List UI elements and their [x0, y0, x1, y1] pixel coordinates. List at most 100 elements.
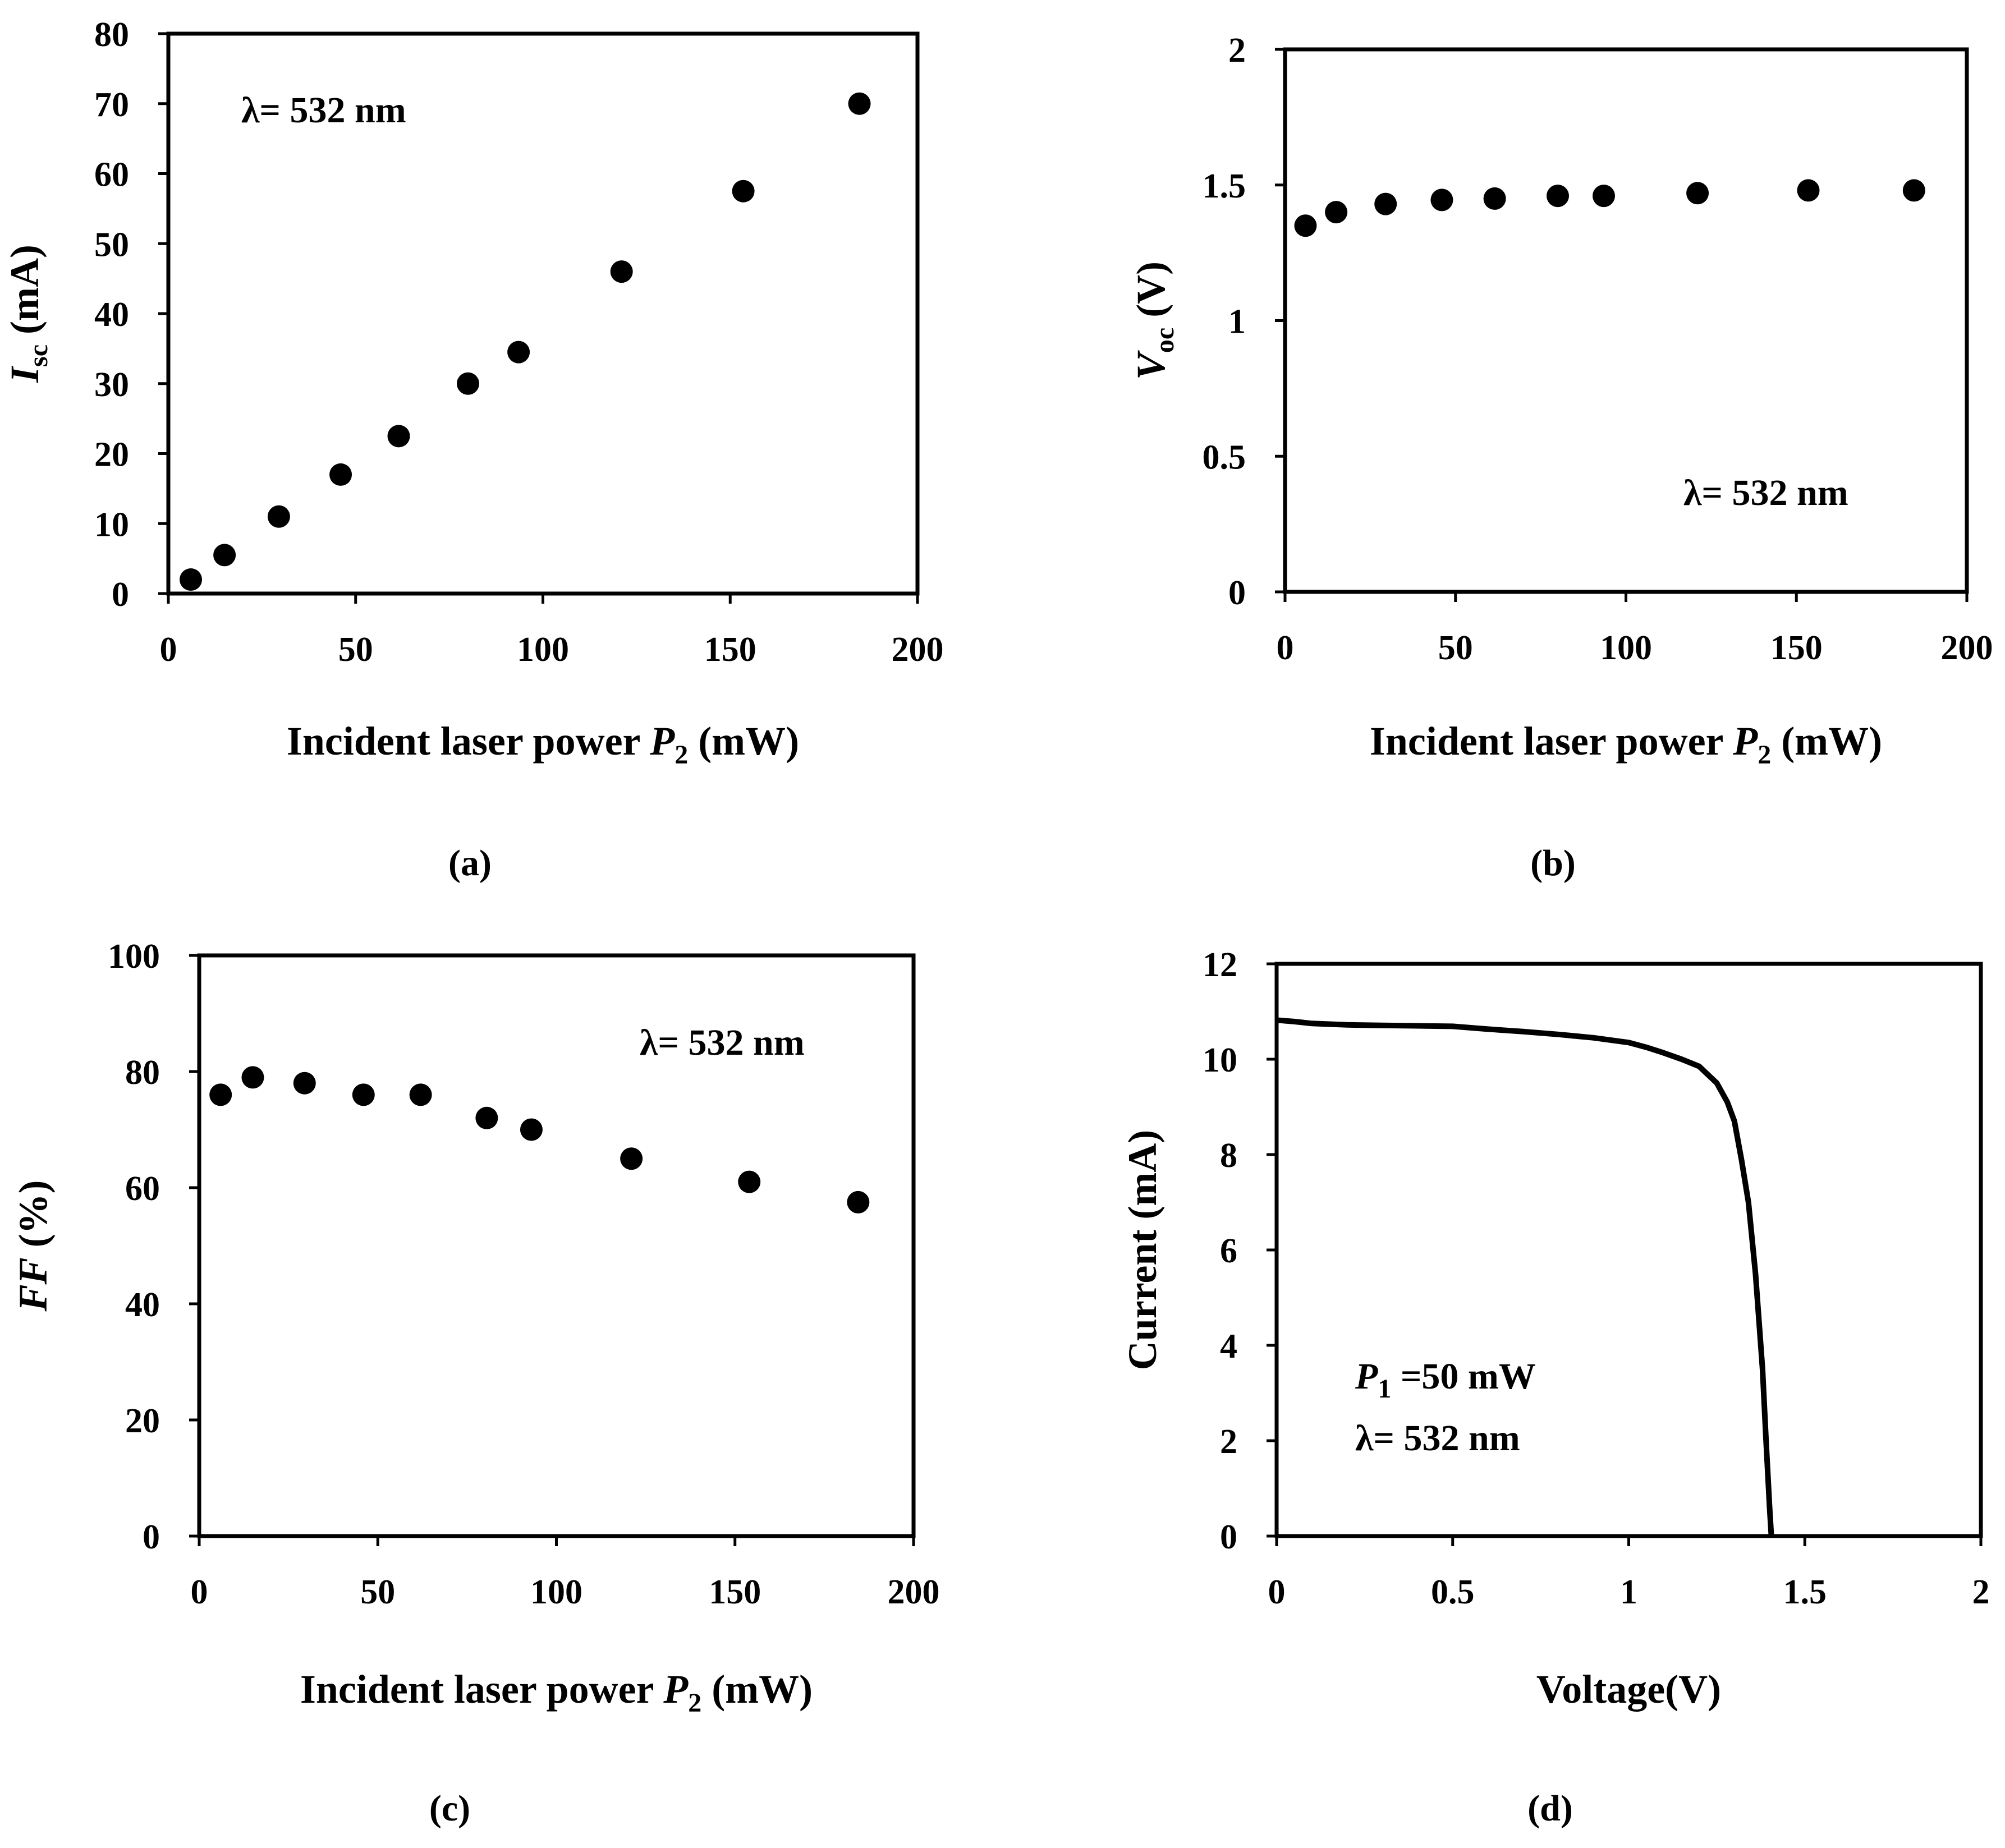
y-axis-label-var: FF: [11, 1257, 56, 1312]
x-axis-label-var: P: [663, 1667, 689, 1712]
annotation-text: =50 mW: [1391, 1356, 1536, 1397]
y-tick-label: 0: [112, 576, 129, 614]
annotation-line: λ= 532 nm: [640, 1022, 805, 1063]
y-tick-label: 0.5: [1203, 438, 1246, 476]
data-point: [507, 341, 530, 364]
x-tick-label: 200: [888, 1573, 940, 1611]
x-tick-label: 0: [1268, 1573, 1286, 1611]
annotation-line: λ= 532 nm: [1355, 1418, 1520, 1459]
x-axis-label: Incident laser power P2 (mW): [287, 719, 799, 770]
y-tick-label: 12: [1203, 946, 1237, 984]
y-tick-label: 20: [125, 1402, 160, 1440]
y-tick-label: 0: [1228, 574, 1246, 612]
annotation-var: P: [1355, 1356, 1378, 1397]
x-axis-label: Voltage(V): [1536, 1667, 1721, 1712]
x-tick-label: 0.5: [1431, 1573, 1475, 1611]
y-axis-label-sub: sc: [24, 344, 53, 367]
x-axis-label-unit: (mW): [688, 719, 799, 764]
x-tick-label: 50: [360, 1573, 395, 1611]
data-point: [1593, 185, 1616, 208]
chart-d: 0 0.5 1 1.5 2 0 2 4 6 8 10 12 Voltage(V) Current (mA)…: [1120, 946, 1990, 1829]
annotation-sub: 1: [1378, 1374, 1391, 1404]
data-point: [1797, 179, 1820, 202]
y-axis-label-var: I: [2, 365, 47, 383]
x-axis-label-text: Incident laser power: [287, 719, 650, 764]
x-tick-label: 1: [1620, 1573, 1637, 1611]
y-tick-label: 50: [94, 226, 129, 264]
x-tick-label: 50: [1438, 629, 1473, 667]
y-tick-label: 1.5: [1203, 167, 1246, 205]
y-tick-label: 10: [1203, 1041, 1237, 1079]
x-tick-label: 2: [1972, 1573, 1990, 1611]
data-point: [1294, 214, 1317, 237]
x-tick-label: 200: [892, 631, 944, 669]
x-axis-label-var: P: [1732, 719, 1758, 764]
y-tick-label: 80: [94, 16, 129, 54]
data-point: [293, 1072, 316, 1095]
x-tick-label: 150: [709, 1573, 761, 1611]
y-axis-label-unit: (V): [1128, 261, 1173, 328]
data-point: [610, 260, 633, 283]
x-axis-label-unit: (mW): [701, 1667, 813, 1712]
data-point: [241, 1066, 264, 1089]
x-axis-label-sub: 2: [1758, 740, 1771, 770]
y-axis-label: Current (mA): [1120, 1130, 1165, 1371]
annotation-text: λ= 532 nm: [241, 90, 406, 131]
data-point: [213, 544, 236, 567]
x-axis-label-var: P: [649, 719, 675, 764]
x-axis-label-text: Incident laser power: [1370, 719, 1733, 764]
panel-caption: (a): [448, 843, 492, 884]
data-point: [387, 425, 410, 448]
plot-frame: [1283, 47, 1969, 594]
x-axis-label-text: Incident laser power: [300, 1667, 663, 1712]
data-point: [352, 1083, 375, 1106]
y-tick-label: 4: [1220, 1327, 1237, 1366]
y-tick-label: 0: [1220, 1518, 1237, 1556]
y-tick-label: 2: [1228, 31, 1246, 70]
y-axis-label-unit: (mA): [2, 245, 47, 344]
plot-frame: [197, 953, 916, 1538]
x-tick-label: 100: [1600, 629, 1652, 667]
annotation-line: P1 =50 mW: [1355, 1356, 1536, 1404]
annotation-line: λ= 532 nm: [241, 90, 406, 131]
data-point: [848, 92, 871, 115]
panel-caption: (d): [1527, 1788, 1573, 1829]
data-point: [620, 1147, 643, 1170]
x-axis-label-sub: 2: [675, 740, 688, 770]
y-tick-label: 70: [94, 86, 129, 124]
data-point: [457, 372, 479, 395]
data-point: [1374, 192, 1397, 215]
annotation-text: λ= 532 nm: [640, 1022, 805, 1063]
x-tick-label: 0: [1277, 629, 1294, 667]
x-tick-label: 50: [338, 631, 373, 669]
y-tick-label: 10: [94, 505, 129, 544]
panel-caption: (b): [1530, 843, 1576, 884]
chart-a: 0 50 100 150 200 0 10 20 30 40 50 60 70 80 Incident la…: [2, 16, 944, 884]
y-tick-label: 60: [125, 1170, 160, 1208]
y-tick-label: 6: [1220, 1232, 1237, 1270]
y-tick-label: 2: [1220, 1423, 1237, 1461]
x-tick-label: 100: [530, 1573, 582, 1611]
data-point: [847, 1190, 870, 1213]
y-tick-label: 80: [125, 1054, 160, 1092]
x-axis-label-unit: (mW): [1771, 719, 1882, 764]
annotation-text: λ= 532 nm: [1355, 1418, 1520, 1459]
data-point: [267, 505, 290, 528]
series-line: [1276, 1017, 1774, 1537]
panel-caption: (c): [429, 1788, 470, 1829]
data-point: [1547, 185, 1569, 208]
x-tick-label: 150: [704, 631, 756, 669]
data-point: [329, 463, 352, 486]
data-point: [1325, 201, 1348, 224]
y-axis-label-sub: oc: [1150, 328, 1180, 353]
x-axis-label: Incident laser power P2 (mW): [1370, 719, 1882, 770]
x-axis-label-sub: 2: [688, 1688, 701, 1718]
annotation-line: λ= 532 nm: [1683, 472, 1848, 513]
x-tick-label: 150: [1770, 629, 1823, 667]
data-point: [409, 1083, 432, 1106]
x-tick-label: 0: [191, 1573, 208, 1611]
data-point: [1430, 189, 1453, 212]
y-tick-label: 0: [143, 1518, 160, 1556]
